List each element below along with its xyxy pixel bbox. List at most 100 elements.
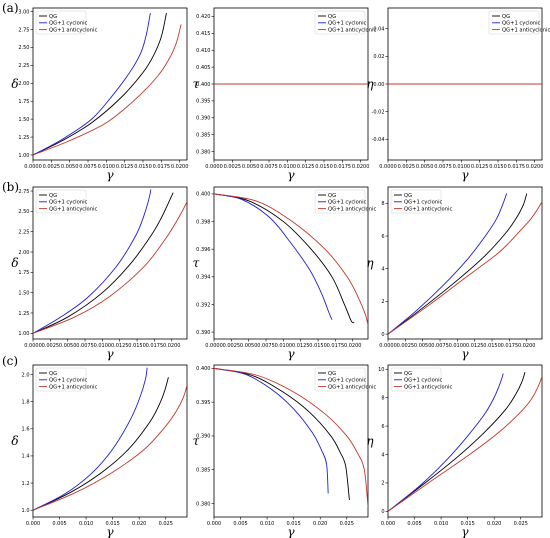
legend-entry: QG+1 anticyclonic <box>328 384 376 390</box>
legend-entry: QG+1 cyclonic <box>49 200 88 206</box>
x-tick-label: 0.000 <box>381 521 395 527</box>
series-group <box>214 367 368 507</box>
y-tick-label: 0.400 <box>196 366 210 372</box>
legend-frame <box>35 189 87 214</box>
series-line <box>33 12 167 156</box>
y-tick-label: 2 <box>381 481 384 487</box>
y-axis-label: η <box>366 434 374 448</box>
y-tick-label: 2.50 <box>18 209 29 215</box>
legend-entry: QG <box>404 193 412 199</box>
series-line <box>214 367 368 507</box>
y-tick-label: 0.400 <box>196 192 210 198</box>
y-tick-label: 2 <box>381 299 384 305</box>
x-tick-label: 0.0200 <box>163 343 181 349</box>
legend-entry: QG+1 cyclonic <box>404 200 443 206</box>
y-tick-label: 1.75 <box>18 270 29 276</box>
x-tick-label: 0.000 <box>207 521 221 527</box>
y-tick-label: 3.00 <box>18 9 29 15</box>
legend-frame <box>35 10 87 35</box>
x-tick-label: 0.0025 <box>224 164 242 170</box>
series-line <box>388 193 528 335</box>
legend-entry: QG+1 cyclonic <box>328 200 367 206</box>
y-tick-label: 0.405 <box>196 65 210 71</box>
legend-entry: QG+1 anticyclonic <box>328 27 376 33</box>
panel-1-2: 0.0000 0.0025 0.0050 0.0075 0.0100 0.0125 0.01… <box>366 186 543 361</box>
legend-frame <box>390 189 442 214</box>
y-tick-label: 8 <box>381 201 384 207</box>
y-axis-label: τ <box>193 256 200 270</box>
x-tick-label: 0.005 <box>233 521 247 527</box>
x-tick-label: 0.0075 <box>260 164 278 170</box>
series-line <box>388 193 508 335</box>
y-tick-label: 0.396 <box>196 247 210 253</box>
y-tick-label: 0.04 <box>373 27 384 33</box>
y-axis-label: η <box>366 77 374 91</box>
legend-entry: QG+1 anticyclonic <box>404 384 452 390</box>
x-tick-label: 0.0025 <box>398 164 416 170</box>
x-axis-label: γ <box>287 525 295 538</box>
y-tick-label: 0.385 <box>196 132 210 138</box>
y-tick-label: 2.0 <box>22 372 30 378</box>
x-tick-label: 0.0075 <box>434 164 452 170</box>
x-axis-label: γ <box>461 168 469 182</box>
x-tick-label: 0.0175 <box>334 164 352 170</box>
y-tick-label: 0.02 <box>373 54 384 60</box>
y-tick-label: 0 <box>381 509 384 515</box>
series-group <box>33 12 182 156</box>
y-tick-label: 1.4 <box>22 454 30 460</box>
y-tick-label: 0.400 <box>196 82 210 88</box>
y-tick-label: 2.00 <box>18 81 29 87</box>
panel-1-0: 0.0000 0.0025 0.0050 0.0075 0.0100 0.0125 0.01… <box>11 186 188 361</box>
y-tick-label: 0.380 <box>196 149 210 155</box>
y-tick-label: 6 <box>381 424 384 430</box>
y-tick-label: 1.50 <box>18 290 29 296</box>
x-tick-label: 0.010 <box>434 521 448 527</box>
legend-entry: QG+1 anticyclonic <box>49 384 97 390</box>
y-axis-label: δ <box>11 434 18 448</box>
y-axis-label: τ <box>193 434 200 448</box>
x-tick-label: 0.020 <box>132 521 146 527</box>
x-tick-label: 0.015 <box>460 521 474 527</box>
x-tick-label: 0.0050 <box>59 343 77 349</box>
x-tick-label: 0.0175 <box>146 343 164 349</box>
series-line <box>33 12 151 156</box>
x-tick-label: 0.0100 <box>449 343 467 349</box>
panel-2-2: 0.000 0.005 0.010 0.015 0.020 0.025 0 2 4 6 8 10 γ η Q… <box>366 364 543 538</box>
series-line <box>214 367 329 494</box>
x-tick-label: 0.0100 <box>279 164 297 170</box>
legend-entry: QG+1 cyclonic <box>328 378 367 384</box>
y-tick-label: 1.75 <box>18 99 29 105</box>
x-axis-label: γ <box>106 525 114 538</box>
x-tick-label: 0.0050 <box>61 164 79 170</box>
series-line <box>33 189 152 334</box>
legend-entry: QG <box>404 371 412 377</box>
x-tick-label: 0.025 <box>159 521 173 527</box>
x-axis-label: γ <box>287 347 295 361</box>
y-tick-label: 2.25 <box>18 230 29 236</box>
x-tick-label: 0.0125 <box>471 164 489 170</box>
legend-entry: QG <box>502 14 510 20</box>
x-tick-label: 0.0100 <box>94 343 112 349</box>
x-tick-label: 0.0075 <box>257 343 275 349</box>
x-tick-label: 0.025 <box>340 521 354 527</box>
panel-0-0: 0.0000 0.0025 0.0050 0.0075 0.0100 0.0125 0.01… <box>11 7 188 182</box>
y-tick-label: 0.398 <box>196 219 210 225</box>
row-label-a: (a) <box>2 1 19 15</box>
y-tick-label: 1.25 <box>18 135 29 141</box>
y-tick-label: 1.00 <box>18 331 29 337</box>
legend-frame <box>390 367 442 392</box>
y-tick-label: 0 <box>381 332 384 338</box>
y-tick-label: 10 <box>378 367 384 373</box>
x-tick-label: 0.010 <box>260 521 274 527</box>
y-tick-label: 0.395 <box>196 99 210 105</box>
x-tick-label: 0.0125 <box>111 343 129 349</box>
y-tick-label: 0.385 <box>196 468 210 474</box>
y-tick-label: 0.395 <box>196 400 210 406</box>
series-group <box>33 189 187 334</box>
y-tick-label: 0.420 <box>196 14 210 20</box>
